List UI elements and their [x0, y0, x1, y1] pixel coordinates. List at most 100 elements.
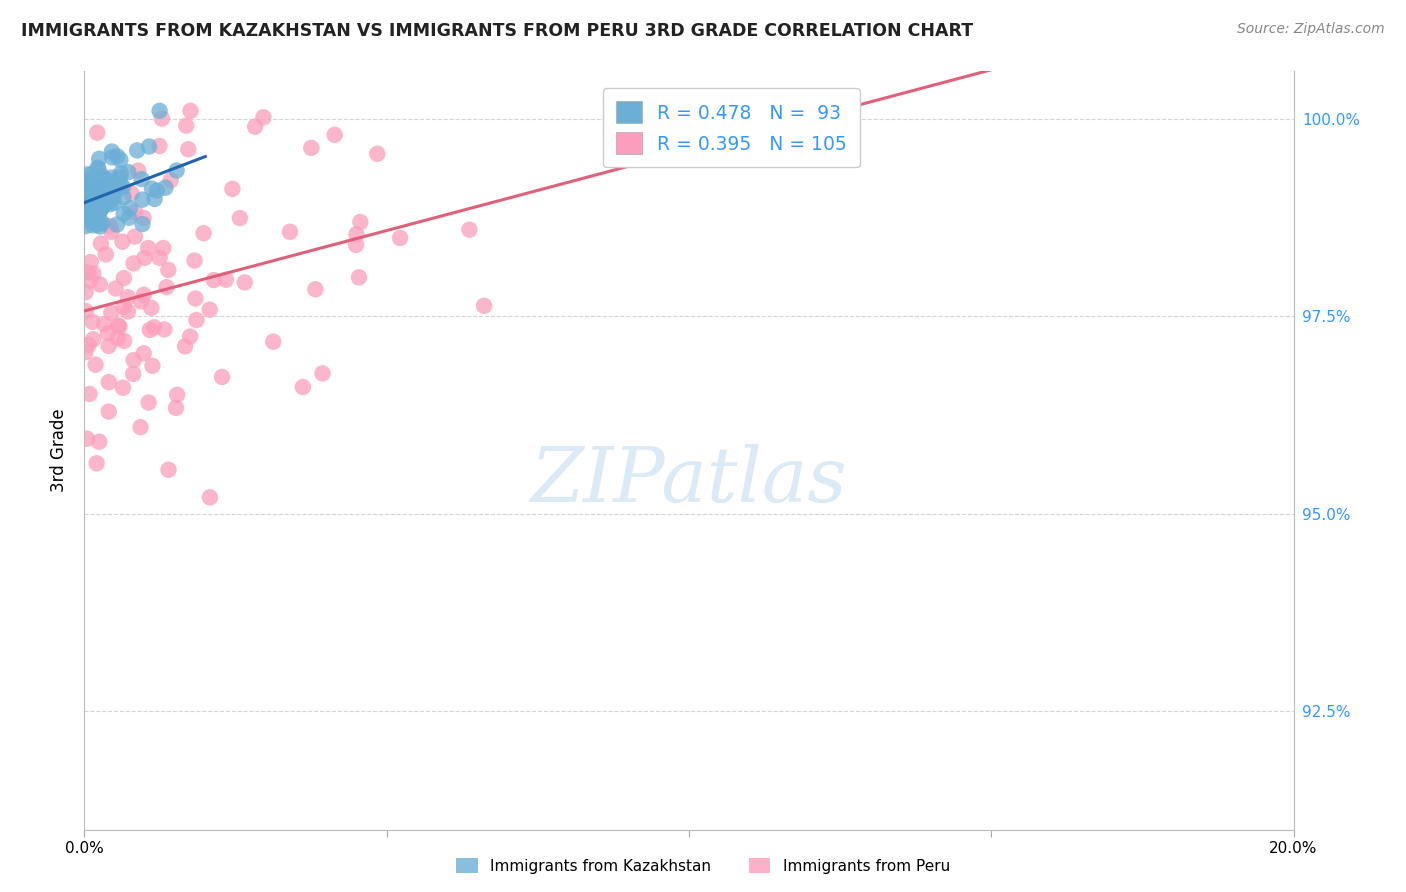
- Point: [229, 211, 252, 225]
- Point: [138, 395, 160, 409]
- Point: [91, 180, 114, 194]
- Point: [124, 229, 146, 244]
- Legend: R = 0.478   N =  93, R = 0.395   N = 105: R = 0.478 N = 93, R = 0.395 N = 105: [603, 88, 860, 168]
- Point: [76, 265, 98, 279]
- Point: [89, 219, 111, 234]
- Point: [304, 282, 326, 296]
- Point: [79, 195, 101, 210]
- Point: [82, 267, 104, 281]
- Point: [132, 211, 155, 225]
- Point: [82, 178, 104, 192]
- Point: [100, 184, 122, 198]
- Point: [89, 216, 111, 230]
- Point: [87, 162, 110, 177]
- Text: IMMIGRANTS FROM KAZAKHSTAN VS IMMIGRANTS FROM PERU 3RD GRADE CORRELATION CHART: IMMIGRANTS FROM KAZAKHSTAN VS IMMIGRANTS…: [21, 22, 973, 40]
- Point: [80, 255, 103, 269]
- Point: [86, 218, 108, 232]
- Point: [299, 141, 322, 155]
- Point: [132, 346, 155, 360]
- Point: [89, 202, 111, 216]
- Point: [75, 187, 97, 202]
- Point: [91, 178, 114, 193]
- Point: [105, 218, 128, 232]
- Point: [311, 367, 333, 381]
- Point: [75, 285, 97, 299]
- Point: [184, 292, 207, 306]
- Point: [346, 227, 368, 242]
- Point: [111, 180, 134, 194]
- Point: [97, 375, 120, 389]
- Point: [291, 380, 314, 394]
- Point: [91, 169, 114, 183]
- Point: [90, 202, 112, 216]
- Point: [129, 420, 152, 434]
- Point: [252, 111, 274, 125]
- Point: [90, 236, 112, 251]
- Point: [89, 191, 111, 205]
- Point: [103, 195, 125, 210]
- Point: [89, 202, 111, 216]
- Point: [97, 180, 120, 194]
- Point: [80, 172, 103, 186]
- Point: [186, 313, 208, 327]
- Point: [153, 322, 176, 336]
- Point: [122, 367, 145, 381]
- Text: ZIPatlas: ZIPatlas: [530, 444, 848, 517]
- Point: [97, 339, 120, 353]
- Point: [94, 247, 117, 261]
- Point: [93, 199, 115, 213]
- Point: [89, 204, 111, 219]
- Point: [152, 241, 174, 255]
- Point: [82, 332, 104, 346]
- Point: [83, 207, 105, 221]
- Point: [77, 167, 100, 181]
- Point: [180, 103, 202, 118]
- Point: [166, 163, 188, 178]
- Point: [84, 358, 107, 372]
- Point: [76, 206, 98, 220]
- Point: [84, 197, 107, 211]
- Point: [110, 166, 132, 180]
- Point: [83, 182, 105, 196]
- Point: [86, 212, 108, 227]
- Point: [75, 304, 97, 318]
- Point: [366, 146, 388, 161]
- Point: [110, 153, 132, 167]
- Point: [77, 178, 100, 192]
- Point: [107, 331, 129, 345]
- Point: [111, 381, 134, 395]
- Point: [198, 491, 221, 505]
- Point: [84, 199, 107, 213]
- Legend: Immigrants from Kazakhstan, Immigrants from Peru: Immigrants from Kazakhstan, Immigrants f…: [450, 852, 956, 880]
- Point: [157, 463, 180, 477]
- Point: [91, 179, 114, 194]
- Point: [108, 169, 131, 184]
- Point: [94, 184, 117, 198]
- Point: [82, 167, 104, 181]
- Point: [98, 197, 121, 211]
- Point: [134, 251, 156, 265]
- Point: [211, 370, 233, 384]
- Point: [101, 190, 124, 204]
- Point: [120, 186, 142, 201]
- Point: [150, 112, 173, 126]
- Point: [82, 215, 104, 229]
- Point: [86, 180, 108, 194]
- Point: [75, 187, 97, 202]
- Point: [141, 359, 163, 373]
- Point: [183, 253, 205, 268]
- Point: [90, 202, 112, 216]
- Point: [112, 334, 135, 348]
- Point: [75, 194, 97, 209]
- Point: [86, 161, 108, 175]
- Point: [215, 273, 238, 287]
- Point: [349, 215, 371, 229]
- Point: [243, 120, 266, 134]
- Point: [122, 256, 145, 270]
- Point: [97, 404, 120, 418]
- Point: [75, 176, 97, 190]
- Point: [347, 270, 370, 285]
- Point: [124, 205, 146, 219]
- Point: [112, 207, 135, 221]
- Point: [139, 323, 162, 337]
